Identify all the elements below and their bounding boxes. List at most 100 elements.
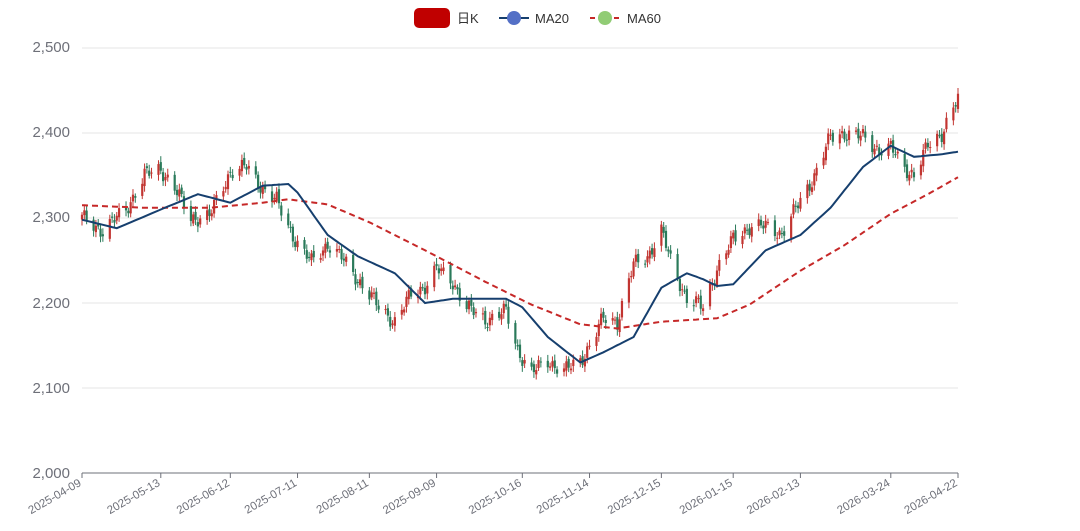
candle <box>910 163 913 179</box>
candle <box>831 129 834 146</box>
candle <box>734 224 737 246</box>
candle <box>926 138 929 151</box>
candle <box>491 309 494 326</box>
candle <box>326 237 329 252</box>
candle <box>335 243 339 258</box>
legend-item-kline[interactable]: 日K <box>414 8 479 28</box>
candle <box>824 143 828 165</box>
candle <box>500 308 503 325</box>
candle <box>354 268 357 291</box>
candle <box>912 167 916 182</box>
candle <box>794 200 797 213</box>
candle <box>356 279 359 288</box>
x-tick-label: 2025-10-16 <box>467 477 524 517</box>
candle <box>729 230 732 254</box>
candle <box>273 193 276 205</box>
legend-label-ma20: MA20 <box>535 11 569 26</box>
candle <box>240 154 244 177</box>
candle <box>692 299 695 312</box>
x-tick-label: 2025-06-12 <box>175 477 232 517</box>
x-tick-label: 2025-11-14 <box>535 477 592 517</box>
candle <box>956 87 960 113</box>
candle <box>254 161 257 179</box>
candle <box>936 130 939 152</box>
candle <box>873 144 876 159</box>
candle <box>296 235 299 252</box>
legend[interactable]: 日K MA20 MA60 <box>414 8 661 28</box>
candle <box>766 218 770 226</box>
candle <box>678 276 682 297</box>
candle <box>435 258 438 271</box>
candle <box>303 237 306 255</box>
legend-item-ma60[interactable]: MA60 <box>590 11 661 26</box>
candle <box>762 221 765 235</box>
candle <box>442 261 445 275</box>
candle <box>377 299 380 314</box>
candle <box>669 245 672 259</box>
candle <box>841 125 844 139</box>
candle <box>454 279 457 290</box>
candle <box>778 227 781 240</box>
x-tick-label: 2026-04-22 <box>903 477 960 517</box>
candle <box>521 357 524 372</box>
ma20-marker-icon <box>507 11 521 25</box>
candle <box>409 285 413 300</box>
candle <box>358 273 362 289</box>
candle <box>157 160 160 181</box>
candle <box>400 304 403 320</box>
candle <box>822 151 825 169</box>
candle <box>393 312 396 332</box>
candle <box>701 304 705 316</box>
candle <box>117 203 121 222</box>
candle <box>748 223 751 239</box>
candle <box>141 178 144 200</box>
candle <box>810 181 814 195</box>
candle <box>456 284 459 295</box>
candle <box>370 286 373 301</box>
x-tick-label: 2026-01-15 <box>678 477 735 517</box>
candle <box>467 297 471 315</box>
candle <box>708 279 712 310</box>
candle <box>403 306 406 316</box>
candle <box>391 320 394 329</box>
candle <box>173 171 176 195</box>
candle <box>790 213 793 243</box>
candle <box>164 172 167 187</box>
candle <box>215 190 218 206</box>
candle <box>361 271 364 294</box>
candle <box>681 283 684 296</box>
candle <box>319 253 322 263</box>
candle <box>695 291 698 308</box>
x-tick-label: 2025-05-13 <box>105 477 162 517</box>
candle <box>727 244 730 258</box>
candle <box>611 312 614 325</box>
candle <box>940 128 943 148</box>
candle <box>759 215 763 229</box>
candle <box>630 270 633 283</box>
candle <box>838 128 841 150</box>
candle <box>210 209 213 221</box>
candle <box>277 183 281 209</box>
candle <box>546 354 549 373</box>
candle <box>127 207 130 218</box>
candle <box>715 265 719 288</box>
candle <box>618 313 621 337</box>
candle <box>725 250 728 265</box>
candle <box>115 211 118 225</box>
x-tick-label: 2026-02-13 <box>745 477 802 517</box>
legend-label-ma60: MA60 <box>627 11 661 26</box>
y-tick-3: 2,300 <box>32 209 70 226</box>
candle <box>952 102 955 126</box>
candle <box>600 307 603 329</box>
legend-item-ma20[interactable]: MA20 <box>499 11 569 26</box>
candle <box>421 283 424 291</box>
candle <box>134 193 137 203</box>
x-tick-label: 2025-07-11 <box>243 477 299 516</box>
candle <box>321 246 325 262</box>
candle <box>470 294 473 312</box>
y-tick-4: 2,400 <box>32 124 70 141</box>
candle <box>857 122 860 144</box>
candle <box>368 286 371 305</box>
candle <box>616 311 619 336</box>
legend-label-kline: 日K <box>457 11 479 26</box>
